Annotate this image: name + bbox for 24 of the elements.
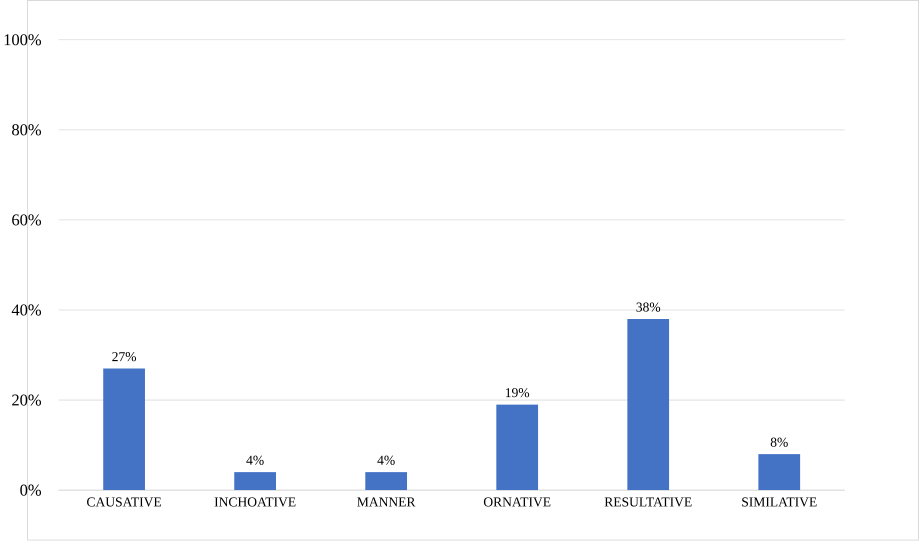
data-label: 4% (377, 456, 395, 466)
data-label: 38% (636, 302, 660, 312)
bar (234, 472, 276, 490)
data-label: 19% (506, 388, 530, 398)
x-tick-label: INCHOATIVE (214, 498, 296, 507)
x-tick-label: SIMILATIVE (742, 498, 817, 507)
x-tick-label: MANNER (357, 498, 416, 507)
data-label: 8% (770, 438, 788, 447)
y-tick-label: 60% (12, 214, 42, 226)
bar (496, 404, 538, 490)
bar (627, 319, 670, 490)
bar (365, 472, 408, 490)
data-label: 4% (246, 456, 264, 466)
y-tick-label: 40% (12, 304, 42, 316)
x-tick-label: ORNATIVE (484, 498, 550, 507)
bar (758, 454, 800, 490)
y-tick-label: 100% (4, 34, 42, 46)
y-tick-label: 0% (20, 484, 42, 496)
data-label: 27% (112, 352, 136, 362)
y-tick-label: 80% (12, 124, 42, 136)
y-tick-label: 20% (12, 394, 42, 406)
x-tick-label: CAUSATIVE (87, 498, 162, 507)
bar (103, 368, 145, 490)
x-tick-label: RESULTATIVE (604, 498, 692, 507)
